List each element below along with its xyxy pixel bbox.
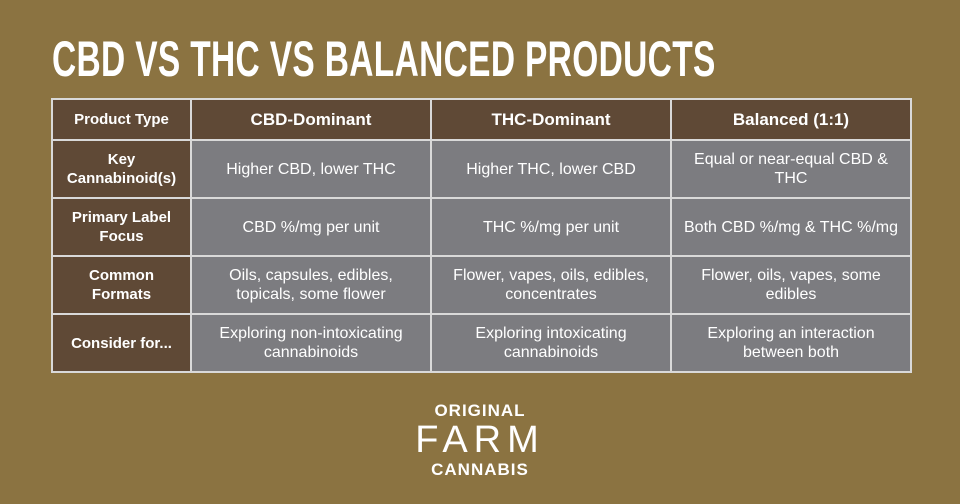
row-header: Key Cannabinoid(s) [51, 139, 192, 199]
table-row: Common Formats Oils, capsules, edibles, t… [51, 255, 912, 315]
table-cell: Exploring an interaction between both [670, 313, 912, 373]
header-row: Product Type CBD-Dominant THC-Dominant Bala… [51, 98, 912, 141]
table-cell: Oils, capsules, edibles, topicals, some … [190, 255, 432, 315]
table-cell: Equal or near-equal CBD & THC [670, 139, 912, 199]
table-cell: CBD %/mg per unit [190, 197, 432, 257]
row-header: Common Formats [51, 255, 192, 315]
row-header: Primary Label Focus [51, 197, 192, 257]
row-header: Consider for... [51, 313, 192, 373]
column-header: Product Type [51, 98, 192, 141]
table-row: Primary Label Focus CBD %/mg per unit THC … [51, 197, 912, 257]
column-header: THC-Dominant [430, 98, 672, 141]
column-header: CBD-Dominant [190, 98, 432, 141]
table-cell: Exploring intoxicating cannabinoids [430, 313, 672, 373]
table-cell: Flower, oils, vapes, some edibles [670, 255, 912, 315]
table-cell: THC %/mg per unit [430, 197, 672, 257]
table-cell: Exploring non-intoxicating cannabinoids [190, 313, 432, 373]
logo: ORIGINAL FARM CANNABIS [0, 402, 960, 478]
logo-text: ORIGINAL [434, 401, 526, 420]
table-cell: Higher THC, lower CBD [430, 139, 672, 199]
table-row: Key Cannabinoid(s) Higher CBD, lower THC H… [51, 139, 912, 199]
logo-text: FARM [415, 419, 545, 461]
table-body: Key Cannabinoid(s) Higher CBD, lower THC H… [51, 139, 912, 373]
table-cell: Flower, vapes, oils, edibles, concentrat… [430, 255, 672, 315]
table-cell: Both CBD %/mg & THC %/mg [670, 197, 912, 257]
title: CBD VS THC VS BALANCED PRODUCTS [52, 31, 716, 87]
table-row: Consider for... Exploring non-intoxicatin… [51, 313, 912, 373]
column-header: Balanced (1:1) [670, 98, 912, 141]
comparison-table: Product Type CBD-Dominant THC-Dominant Bala… [51, 98, 912, 373]
logo-text: CANNABIS [431, 460, 529, 479]
table-cell: Higher CBD, lower THC [190, 139, 432, 199]
